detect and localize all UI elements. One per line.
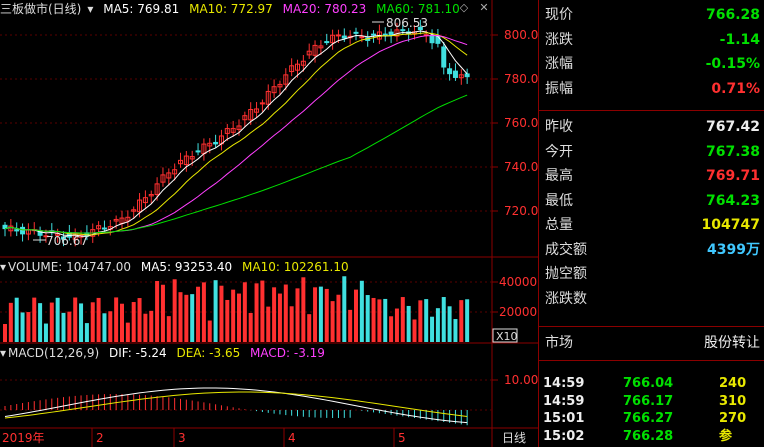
quote-label: 现价: [545, 7, 573, 23]
tick-price: 766.27: [623, 411, 674, 426]
quote-label: 涨跌: [545, 31, 573, 48]
quote-row: 最低 764.23: [545, 190, 760, 212]
volume-tick-40000: 40000: [499, 275, 537, 289]
chart-title: 三板做市(日线): [0, 2, 82, 16]
volume-bars: [3, 276, 470, 342]
macd-legend: ▾ MACD(12,26,9) DIF: -5.24 DEA: -3.65 MAC…: [0, 345, 331, 361]
chart-area[interactable]: 806.53 706.67 800.0 780.0 760.0 740.0 72…: [0, 0, 538, 447]
volume-legend: ▾ VOLUME: 104747.00 MA5: 93253.40 MA10: 1…: [0, 259, 355, 275]
quote-value: 0.71%: [711, 80, 760, 97]
market-value: 股份转让: [704, 335, 760, 351]
main-legend: 三板做市(日线) ▾ MA5: 769.81 MA10: 772.97 MA20:…: [0, 1, 466, 17]
tick-time: 14:59: [543, 393, 585, 409]
quote-value: -0.15%: [705, 56, 760, 72]
volume-ma10-label: MA10: 102261.10: [242, 260, 349, 274]
quote-label: 最低: [545, 192, 573, 209]
diamond-icon[interactable]: ◇: [459, 1, 469, 14]
date-label-mar: 3: [178, 431, 186, 445]
quote-label: 昨收: [545, 119, 573, 135]
tick-row: 15:02 766.28 参: [539, 429, 764, 445]
quote-label: 今开: [545, 143, 573, 160]
macd-value-label: MACD: -3.19: [250, 346, 325, 360]
ma10-label: MA10: 772.97: [189, 2, 273, 16]
candlesticks: [2, 19, 470, 247]
market-label: 市场: [545, 335, 573, 351]
dif-label: DIF: -5.24: [109, 346, 167, 360]
dropdown-arrow-icon[interactable]: ▾: [0, 260, 7, 274]
quote-label: 涨幅: [545, 56, 573, 72]
close-icon[interactable]: ✕: [479, 1, 489, 14]
macd-indicator: [4, 387, 468, 426]
high-annotation: 806.53: [372, 16, 428, 30]
tick-volume: 参: [719, 428, 733, 444]
tick-volume: 270: [719, 411, 747, 426]
quote-label: 成交额: [545, 241, 587, 258]
quote-row: 最高 769.71: [545, 165, 760, 187]
quote-value: -1.14: [719, 31, 760, 48]
quote-row: 振幅 0.71%: [545, 78, 760, 100]
quote-row: 抛空额: [545, 263, 760, 285]
tick-volume: 310: [719, 393, 747, 409]
ma5-label: MA5: 769.81: [103, 2, 180, 16]
period-button[interactable]: 日线: [502, 431, 526, 445]
quote-value: 767.38: [705, 143, 760, 160]
quote-row: 今开 767.38: [545, 141, 760, 163]
quote-value: 104747: [701, 217, 760, 233]
date-label-apr: 4: [288, 431, 296, 445]
tick-price: 766.28: [623, 428, 674, 444]
volume-label: VOLUME: 104747.00: [8, 260, 132, 274]
market-row: 市场 股份转让: [545, 332, 760, 354]
quote-row: 涨幅 -0.15%: [545, 53, 760, 75]
price-tick-720: 720.0: [504, 204, 538, 218]
quote-value: 4399万: [707, 241, 760, 258]
tick-time: 15:02: [543, 428, 585, 444]
quote-value: 766.28: [705, 7, 760, 23]
tick-row: 14:59 766.17 310: [539, 394, 764, 410]
dropdown-arrow-icon[interactable]: ▾: [87, 2, 94, 16]
ma60-label: MA60: 781.10: [376, 2, 460, 16]
quote-label: 抛空额: [545, 266, 587, 282]
volume-ma5-label: MA5: 93253.40: [140, 260, 233, 274]
date-label-year: 2019年: [2, 431, 45, 445]
high-label: 806.53: [386, 16, 428, 30]
quote-row: 现价 766.28: [545, 4, 760, 26]
date-label-may: 5: [398, 431, 406, 445]
dea-label: DEA: -3.65: [176, 346, 241, 360]
dropdown-arrow-icon[interactable]: ▾: [0, 346, 7, 360]
quote-row: 涨跌 -1.14: [545, 29, 760, 51]
price-tick-800: 800.0: [504, 28, 538, 42]
low-label: 706.67: [46, 234, 88, 248]
price-tick-780: 780.0: [504, 72, 538, 86]
quote-value: 767.42: [705, 119, 760, 135]
volume-unit: X10: [496, 330, 518, 343]
tick-price: 766.04: [623, 376, 674, 391]
quote-label: 振幅: [545, 80, 573, 97]
quote-label: 总量: [545, 217, 573, 233]
ma20-label: MA20: 780.23: [282, 2, 367, 16]
quote-row: 昨收 767.42: [545, 116, 760, 138]
tick-volume: 240: [719, 376, 747, 391]
quote-label: 涨跌数: [545, 290, 587, 307]
tick-price: 766.17: [623, 393, 674, 409]
tick-time: 15:01: [543, 411, 585, 426]
date-label-feb: 2: [96, 431, 104, 445]
macd-tick-10: 10.00: [504, 373, 538, 387]
kline-chart[interactable]: 806.53 706.67 800.0 780.0 760.0 740.0 72…: [0, 0, 538, 447]
price-tick-740: 740.0: [504, 160, 538, 174]
tick-row: 14:59 766.04 240: [539, 376, 764, 392]
tick-time: 14:59: [543, 376, 585, 391]
quote-panel: 现价 766.28 涨跌 -1.14 涨幅 -0.15% 振幅 0.71% 昨收 767.42 今…: [538, 0, 764, 447]
quote-row: 总量 104747: [545, 214, 760, 236]
quote-row: 成交额 4399万: [545, 239, 760, 261]
quote-value: 764.23: [705, 192, 760, 209]
moving-average-lines: [4, 30, 468, 237]
volume-tick-20000: 20000: [499, 305, 537, 319]
quote-label: 最高: [545, 168, 573, 184]
low-annotation: 706.67: [33, 234, 88, 248]
macd-name-label: MACD(12,26,9): [8, 346, 100, 360]
tick-row: 15:01 766.27 270: [539, 411, 764, 427]
price-tick-760: 760.0: [504, 116, 538, 130]
quote-row: 涨跌数: [545, 288, 760, 310]
quote-value: 769.71: [705, 168, 760, 184]
